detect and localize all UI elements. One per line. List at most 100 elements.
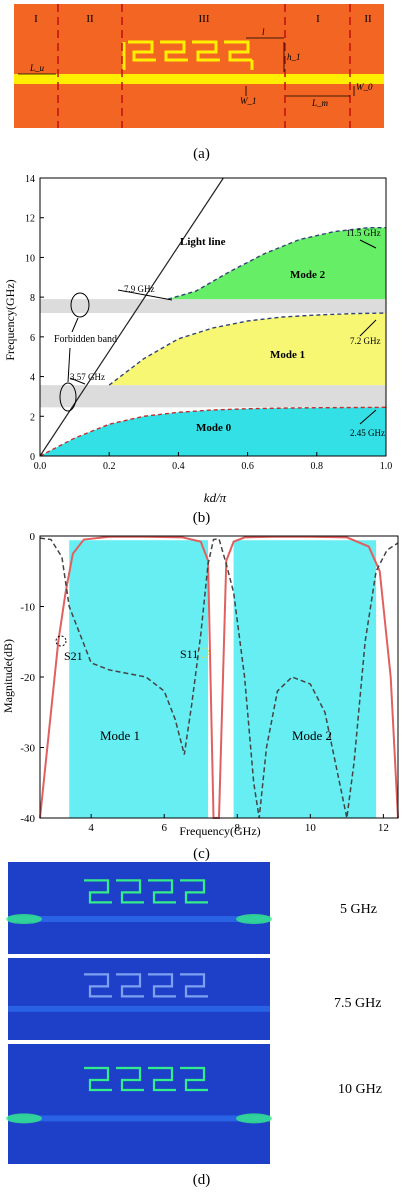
section-label-3: III (199, 13, 210, 25)
b-ann-2.45: 2.45 GHz (350, 428, 385, 438)
field-map-2 (6, 1044, 272, 1164)
c-ylabel: Magnitude(dB) (1, 639, 15, 713)
mode-fill-0 (40, 407, 386, 456)
light-line (39, 177, 224, 457)
hotspot-right-0 (236, 914, 272, 925)
dim-w0: W_0 (356, 82, 373, 92)
resonator-cell-0-1 (116, 879, 144, 904)
freq-label-7-5: 7.5 GHz (334, 996, 382, 1011)
b-xtick-label-1: 0.2 (103, 461, 116, 472)
b-ann-11.5: 11.5 GHz (346, 228, 381, 238)
field-map-0 (6, 862, 272, 954)
section-label-5: II (364, 13, 372, 25)
b-xlabel: kd/π (204, 490, 227, 505)
b-frame (39, 177, 387, 457)
s-parameter-chart: 4 6 8 10 12 0 -10 -20 -30 -40 Magnitude(dB) Frequ… (1, 531, 399, 838)
field-map-bg-2 (8, 1044, 270, 1164)
dispersion-chart: 0.0 0.2 0.4 0.6 0.8 1.0 0 2 4 6 8 10 12 14 Frequency(… (3, 174, 393, 505)
mode-fill-1 (109, 313, 386, 386)
dim-h1: h_1 (287, 52, 301, 62)
caption-b: (b) (192, 510, 211, 526)
forbidden-band-markers (59, 239, 377, 425)
b-ytick-label-1: 2 (30, 412, 35, 423)
resonator-cell-2-0 (84, 1066, 112, 1092)
b-ytick-label-3: 6 (30, 333, 35, 344)
b-ytick-label-5: 10 (25, 253, 35, 264)
resonator-cell-0-2 (148, 879, 176, 904)
c-xtick-label-0: 4 (88, 822, 94, 834)
b-ann-7.9: 7.9 GHz (124, 284, 155, 294)
b-xtick-label-3: 0.6 (241, 461, 254, 472)
section-label-4: I (316, 13, 320, 25)
resonator-cell-2-2 (148, 1066, 176, 1092)
substrate (14, 4, 384, 128)
b-xtick-label-2: 0.4 (172, 461, 185, 472)
c-xtick-label-3: 10 (305, 822, 317, 834)
dim-lm: L_m (311, 98, 329, 108)
freq-label-5: 5 GHz (340, 902, 377, 917)
mode-fill-2 (168, 227, 386, 300)
b-xtick-label-0: 0.0 (34, 461, 47, 472)
c-mode2-label: Mode 2 (292, 728, 332, 743)
hotspot-left-0 (6, 914, 42, 925)
main-microstrip-line (14, 74, 384, 84)
field-distribution-maps (6, 862, 272, 1164)
b-mode0-label: Mode 0 (196, 422, 232, 434)
resonator-cell-2-3 (180, 1066, 208, 1092)
resonator-cell-2-1 (116, 1066, 144, 1092)
mode-curve-2 (167, 226, 386, 300)
c-ytick-label-0: 0 (30, 531, 36, 543)
b-ytick-label-2: 4 (30, 373, 35, 384)
passband-0 (69, 540, 209, 818)
b-forbidden-label: Forbidden band (54, 334, 117, 345)
resonator-cell-1-0 (84, 973, 112, 998)
field-map-bg-1 (8, 958, 270, 1040)
field-line-2 (8, 1115, 270, 1122)
caption-c: (c) (193, 846, 210, 862)
section-dividers (57, 4, 351, 128)
b-ytick-label-6: 12 (25, 214, 35, 225)
resonator-cell-1-1 (116, 973, 144, 998)
resonator-field-1 (84, 973, 208, 998)
b-ytick-label-4: 8 (30, 293, 35, 304)
b-light-line-label: Light line (180, 236, 226, 248)
b-mode1-label: Mode 1 (270, 349, 305, 361)
field-line-0 (8, 916, 270, 923)
dimension-arrows (18, 37, 355, 97)
series-s11 (39, 537, 399, 819)
field-map-1 (8, 958, 270, 1040)
c-ytick-label-1: -10 (20, 602, 35, 614)
c-xtick-label-4: 12 (378, 822, 389, 834)
c-ytick-label-2: -20 (20, 672, 35, 684)
resonator-cell-0-0 (84, 879, 112, 904)
section-label-1: I (34, 13, 38, 25)
mode-curve-1 (108, 312, 387, 386)
meander-resonators (122, 40, 254, 70)
b-xtick-label-4: 0.8 (311, 461, 324, 472)
b-ytick-label-0: 0 (30, 452, 35, 463)
field-line-1 (8, 1005, 270, 1012)
structure-diagram: I II III I II L_u l h_1 W_1 L_m W_0 (14, 4, 384, 128)
b-ann-7.2: 7.2 GHz (350, 336, 381, 346)
resonator-cell-1-3 (180, 973, 208, 998)
passband-1 (233, 540, 377, 818)
dim-l: l (262, 27, 265, 37)
b-ytick-label-7: 14 (25, 174, 35, 185)
caption-d: (d) (192, 1172, 211, 1188)
c-xlabel: Frequency(GHz) (179, 824, 260, 838)
resonator-field-2 (84, 1066, 208, 1092)
resonator-cell-1-2 (148, 973, 176, 998)
dim-lu: L_u (29, 63, 45, 73)
forbidden-band-1 (40, 299, 386, 314)
dim-w1: W_1 (240, 96, 257, 106)
section-label-2: II (86, 13, 94, 25)
b-ylabel: Frequency(GHz) (3, 279, 17, 360)
b-ann-3.57: 3.57 GHz (70, 372, 105, 382)
c-xtick-label-2: 8 (235, 822, 241, 834)
freq-label-10: 10 GHz (338, 1082, 382, 1097)
b-xtick-label-5: 1.0 (380, 461, 393, 472)
c-xtick-label-1: 6 (161, 822, 167, 834)
forbidden-band-0 (40, 385, 386, 408)
caption-a: (a) (193, 146, 210, 162)
hotspot-right-2 (236, 1113, 272, 1124)
